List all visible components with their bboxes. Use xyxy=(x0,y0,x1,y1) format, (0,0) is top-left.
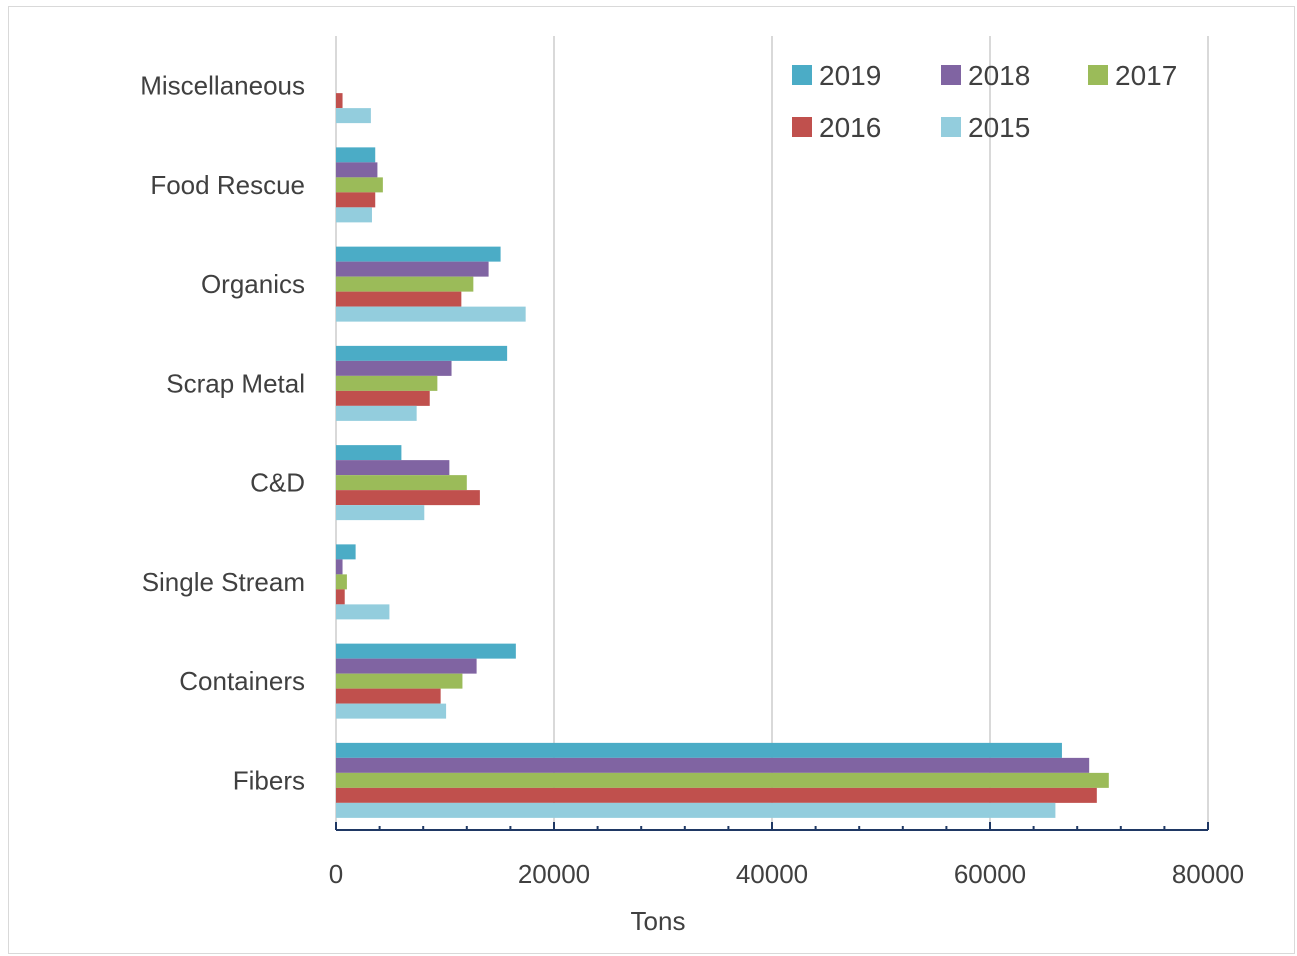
bar xyxy=(336,574,347,590)
bar xyxy=(336,345,508,361)
bar xyxy=(336,162,378,178)
bars xyxy=(336,93,1109,818)
category-label: C&D xyxy=(250,468,305,498)
bar xyxy=(336,390,430,406)
category-label: Scrap Metal xyxy=(166,368,305,398)
bar xyxy=(336,688,441,704)
bar xyxy=(336,757,1090,773)
bar xyxy=(336,604,390,620)
legend-swatch xyxy=(792,65,812,85)
category-label: Single Stream xyxy=(142,567,305,597)
bar xyxy=(336,360,452,376)
legend-label: 2019 xyxy=(819,60,881,91)
legend-label: 2018 xyxy=(968,60,1030,91)
legend: 2019 2018 2017 2016 2015 xyxy=(792,60,1177,143)
bar xyxy=(336,405,417,421)
bar xyxy=(336,742,1062,758)
bar xyxy=(336,375,438,391)
legend-swatch xyxy=(792,117,812,137)
bar xyxy=(336,658,477,674)
bar xyxy=(336,703,447,719)
bar xyxy=(336,306,526,322)
bar xyxy=(336,147,376,163)
bar xyxy=(336,177,383,193)
bar xyxy=(336,93,343,109)
legend-label: 2017 xyxy=(1115,60,1177,91)
bar xyxy=(336,559,343,575)
bar xyxy=(336,192,376,208)
gridlines xyxy=(335,36,1209,830)
x-axis-title: Tons xyxy=(631,906,686,936)
bar xyxy=(336,643,516,659)
legend-swatch xyxy=(1088,65,1108,85)
x-tick-label: 40000 xyxy=(736,859,808,889)
category-label: Organics xyxy=(201,269,305,299)
category-label: Containers xyxy=(179,666,305,696)
bar xyxy=(336,276,474,292)
bar xyxy=(336,291,462,307)
bar xyxy=(336,673,463,689)
x-tick-label: 20000 xyxy=(518,859,590,889)
bar xyxy=(336,787,1097,803)
x-axis: 0 20000 40000 60000 80000 xyxy=(329,822,1244,889)
bar xyxy=(336,445,402,461)
bar xyxy=(336,772,1109,788)
category-labels: Fibers Containers Single Stream C&D Scrap Me… xyxy=(140,71,305,796)
category-label: Miscellaneous xyxy=(140,71,305,101)
x-tick-label: 0 xyxy=(329,859,343,889)
category-label: Food Rescue xyxy=(150,170,305,200)
legend-label: 2015 xyxy=(968,112,1030,143)
legend-swatch xyxy=(941,65,961,85)
bar xyxy=(336,802,1056,818)
bar xyxy=(336,246,501,262)
x-tick-label: 80000 xyxy=(1172,859,1244,889)
bar xyxy=(336,475,467,491)
bar xyxy=(336,108,371,124)
bar xyxy=(336,544,356,560)
x-tick-label: 60000 xyxy=(954,859,1026,889)
bar xyxy=(336,505,425,521)
bar xyxy=(336,589,345,605)
category-label: Fibers xyxy=(233,765,305,795)
bar xyxy=(336,490,480,506)
bar xyxy=(336,261,489,277)
legend-swatch xyxy=(941,117,961,137)
bar xyxy=(336,207,372,223)
bar xyxy=(336,460,450,476)
legend-label: 2016 xyxy=(819,112,881,143)
